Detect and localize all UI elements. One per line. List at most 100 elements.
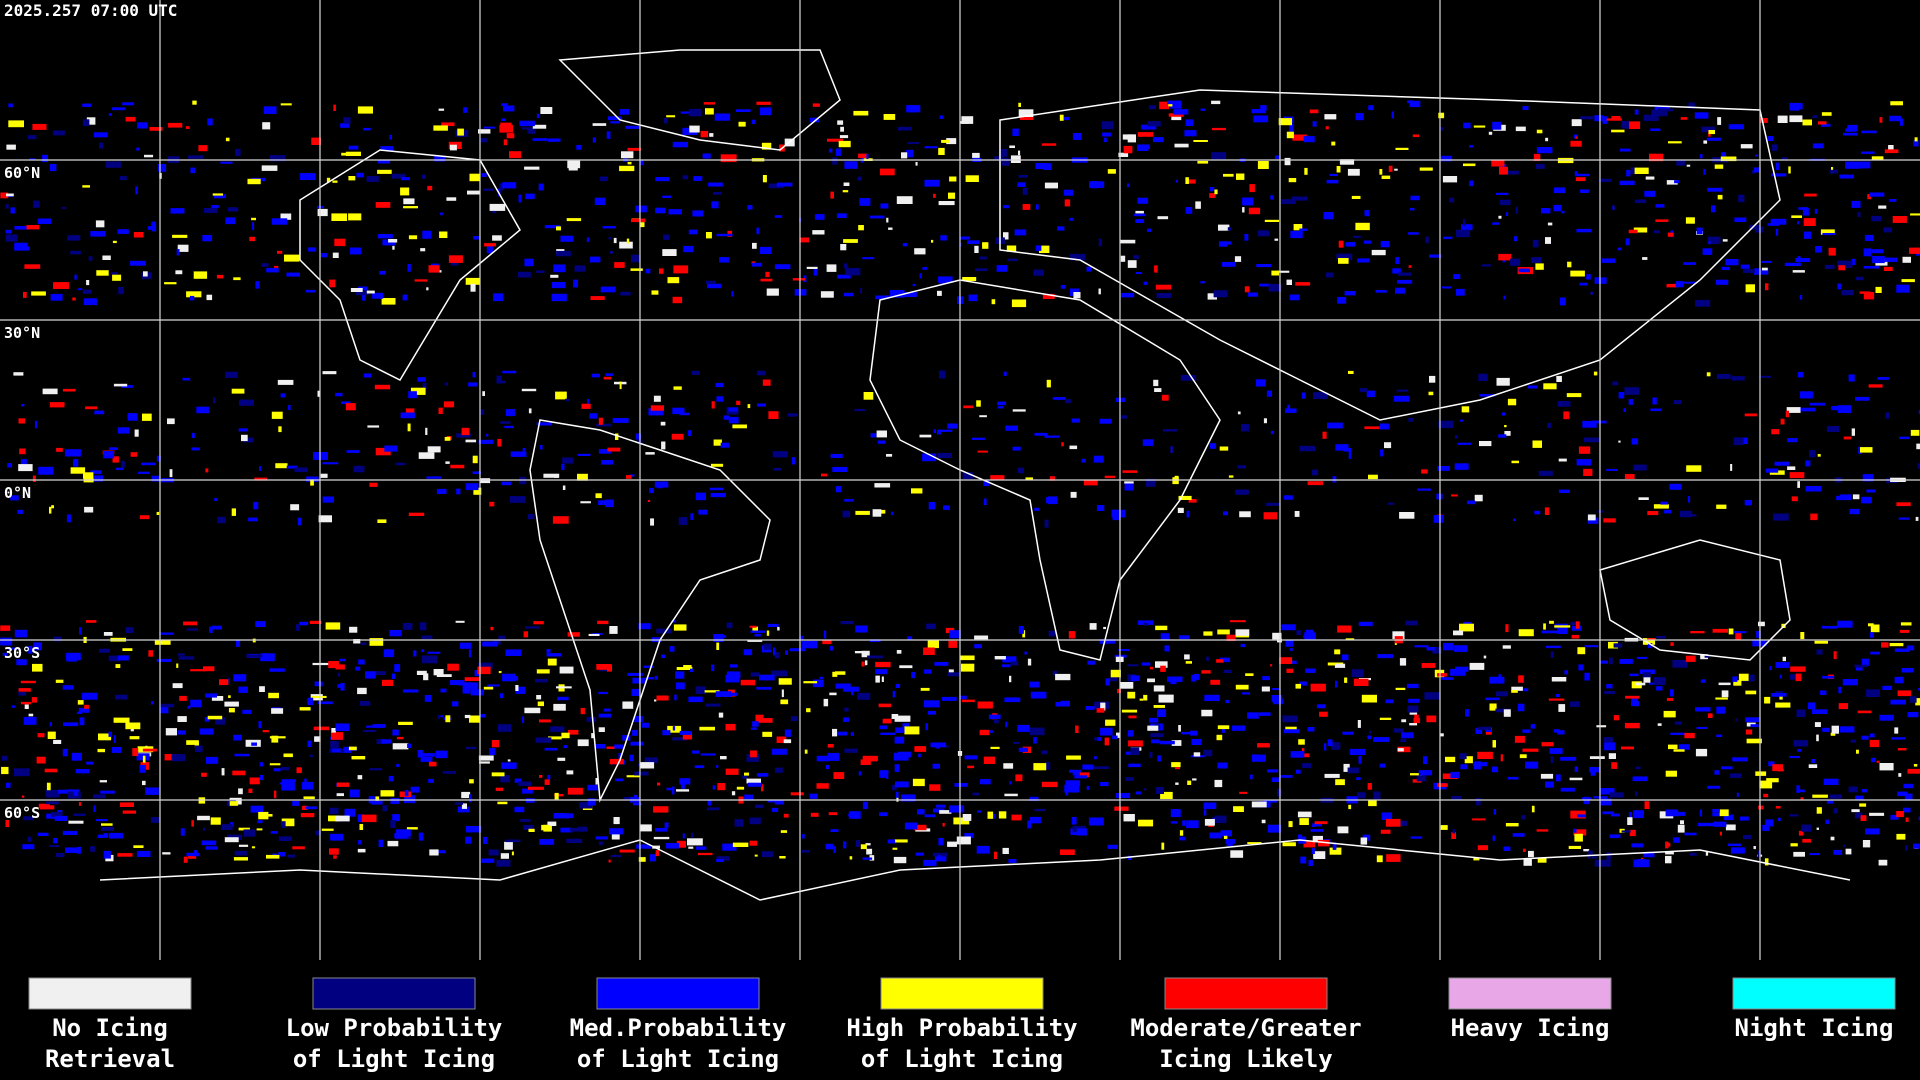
icing-pixel: [1174, 143, 1189, 148]
icing-pixel: [1905, 817, 1909, 822]
icing-pixel: [1800, 797, 1804, 800]
icing-pixel: [330, 833, 344, 841]
icing-pixel: [42, 388, 58, 395]
icing-pixel: [801, 850, 810, 853]
icing-pixel: [556, 686, 572, 689]
icing-pixel: [480, 478, 491, 484]
icing-pixel: [1513, 518, 1516, 521]
icing-pixel: [603, 708, 611, 712]
icing-pixel: [72, 297, 76, 301]
icing-pixel: [728, 407, 738, 412]
icing-pixel: [566, 218, 582, 222]
icing-pixel: [596, 664, 612, 670]
icing-pixel: [269, 763, 281, 766]
icing-pixel: [518, 781, 531, 786]
icing-pixel: [679, 730, 692, 735]
icing-pixel: [550, 274, 559, 278]
icing-pixel: [1495, 691, 1508, 697]
icing-pixel: [179, 695, 187, 701]
icing-pixel: [1738, 673, 1749, 681]
icing-pixel: [1299, 818, 1309, 825]
icing-pixel: [983, 756, 995, 764]
icing-pixel: [243, 829, 256, 837]
icing-pixel: [638, 857, 646, 862]
icing-pixel: [518, 194, 522, 203]
icing-pixel: [1831, 406, 1838, 411]
icing-pixel: [771, 807, 779, 812]
icing-pixel: [659, 268, 664, 274]
icing-pixel: [1332, 842, 1337, 850]
icing-pixel: [886, 217, 889, 223]
icing-pixel: [1547, 222, 1553, 226]
icing-pixel: [1287, 404, 1291, 413]
icing-pixel: [1440, 733, 1444, 737]
icing-pixel: [1550, 651, 1554, 658]
icing-pixel: [844, 748, 858, 753]
icing-pixel: [1560, 297, 1566, 306]
icing-pixel: [648, 408, 664, 416]
icing-pixel: [1223, 511, 1228, 516]
icing-pixel: [213, 397, 216, 404]
icing-pixel: [1185, 207, 1193, 214]
icing-pixel: [98, 142, 104, 149]
icing-pixel: [0, 637, 13, 646]
icing-pixel: [1538, 470, 1553, 476]
icing-pixel: [1455, 435, 1458, 439]
icing-pixel: [1153, 705, 1165, 708]
icing-pixel: [1127, 691, 1136, 699]
icing-pixel: [519, 120, 535, 127]
icing-pixel: [688, 846, 694, 849]
icing-pixel: [1211, 152, 1227, 160]
icing-pixel: [190, 699, 202, 708]
icing-pixel: [404, 795, 415, 804]
icing-pixel: [708, 182, 723, 187]
icing-pixel: [1628, 399, 1633, 405]
icing-pixel: [1036, 204, 1039, 210]
icing-pixel: [750, 630, 765, 633]
icing-pixel: [500, 853, 509, 859]
icing-pixel: [1270, 664, 1273, 667]
icing-pixel: [1789, 102, 1803, 110]
icing-pixel: [509, 496, 526, 503]
icing-pixel: [1184, 654, 1190, 660]
icing-pixel: [472, 372, 476, 378]
icing-pixel: [1653, 504, 1669, 509]
icing-pixel: [1356, 777, 1361, 780]
icing-pixel: [1236, 173, 1245, 180]
icing-pixel: [1044, 182, 1058, 189]
icing-pixel: [589, 413, 597, 419]
icing-pixel: [235, 148, 241, 157]
icing-pixel: [656, 628, 672, 634]
icing-pixel: [1696, 227, 1703, 235]
icing-pixel: [311, 695, 327, 698]
icing-pixel: [1263, 799, 1277, 803]
icing-pixel: [1797, 481, 1800, 488]
icing-pixel: [1890, 699, 1906, 705]
icing-pixel: [1777, 817, 1781, 821]
icing-pixel: [693, 176, 703, 181]
icing-pixel: [752, 242, 757, 249]
icing-pixel: [1621, 121, 1631, 129]
icing-pixel: [725, 723, 736, 731]
icing-pixel: [198, 145, 208, 152]
icing-pixel: [320, 253, 328, 258]
icing-pixel: [750, 750, 757, 758]
icing-pixel: [949, 805, 965, 813]
icing-pixel: [511, 851, 514, 856]
icing-pixel: [938, 837, 944, 846]
icing-pixel: [895, 727, 905, 733]
icing-pixel: [618, 753, 622, 761]
icing-pixel: [1583, 849, 1590, 852]
icing-pixel: [1003, 763, 1014, 769]
icing-pixel: [489, 203, 506, 211]
icing-pixel: [626, 475, 632, 479]
icing-pixel: [339, 658, 346, 662]
icing-pixel: [1127, 183, 1130, 188]
icing-pixel: [1736, 792, 1739, 797]
icing-pixel: [1263, 418, 1267, 424]
icing-pixel: [117, 655, 129, 661]
icing-pixel: [1619, 148, 1631, 152]
icing-pixel: [759, 246, 772, 254]
icing-pixel: [577, 453, 591, 456]
icing-pixel: [1534, 510, 1541, 515]
